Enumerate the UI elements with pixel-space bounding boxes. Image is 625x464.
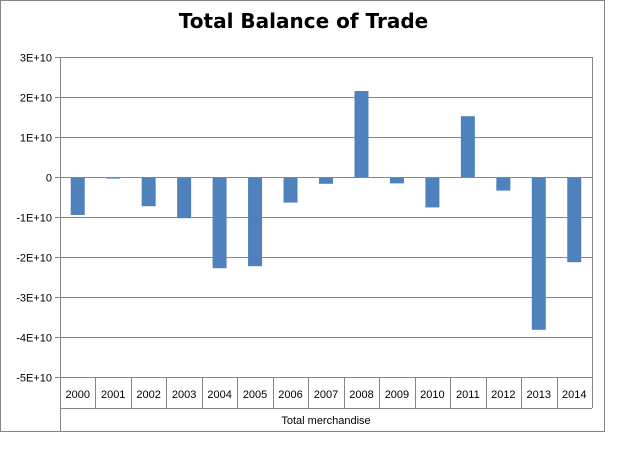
x-axis-title: Total merchandise	[281, 415, 370, 427]
category-label: 2012	[491, 389, 515, 401]
bar-2007	[319, 177, 333, 184]
bar-2013	[531, 177, 546, 330]
bar-2011	[460, 116, 475, 177]
gridlines	[60, 57, 592, 378]
category-label: 2008	[349, 389, 373, 401]
y-tick-label: -1E+10	[16, 213, 52, 225]
bars	[70, 91, 582, 330]
bar-2006	[283, 177, 298, 203]
chart-area: Total Balance of Trade 3E+10 2E+10 1E+10 0 -…	[0, 0, 605, 432]
bar-2003	[177, 177, 192, 219]
bar-2004	[212, 177, 227, 269]
category-label: 2005	[243, 389, 267, 401]
y-tick-label: 0	[46, 173, 52, 185]
category-label: 2004	[207, 389, 231, 401]
bar-2005	[248, 177, 263, 267]
plot-area: 3E+10 2E+10 1E+10 0 -1E+10 -2E+10 -3E+10 -4E+10…	[16, 53, 593, 431]
bar-2012	[496, 177, 511, 191]
axes	[55, 57, 593, 431]
chart-title: Total Balance of Trade	[178, 9, 429, 33]
y-tick-label: -3E+10	[16, 293, 52, 305]
bar-2002	[141, 177, 156, 207]
labels: 3E+10 2E+10 1E+10 0 -1E+10 -2E+10 -3E+10 -4E+10…	[16, 53, 586, 402]
category-label: 2011	[456, 389, 480, 401]
y-tick-label: 2E+10	[20, 93, 52, 105]
category-label: 2010	[420, 389, 444, 401]
bar-2010	[425, 177, 440, 208]
category-label: 2001	[101, 389, 125, 401]
category-label: 2000	[65, 389, 89, 401]
category-label: 2006	[278, 389, 302, 401]
category-label: 2013	[527, 389, 551, 401]
category-label: 2009	[385, 389, 409, 401]
bar-2009	[389, 177, 404, 184]
category-label: 2014	[562, 389, 586, 401]
y-tick-label: -4E+10	[16, 333, 52, 345]
y-tick-label: -5E+10	[16, 373, 52, 385]
y-tick-label: -2E+10	[16, 253, 52, 265]
bar-2000	[70, 177, 85, 215]
category-label: 2002	[136, 389, 160, 401]
y-tick-label: 1E+10	[20, 133, 52, 145]
category-label: 2003	[172, 389, 196, 401]
bar-2008	[354, 91, 369, 177]
category-label: 2007	[314, 389, 338, 401]
y-tick-label: 3E+10	[20, 53, 52, 65]
bar-2014	[567, 177, 582, 263]
